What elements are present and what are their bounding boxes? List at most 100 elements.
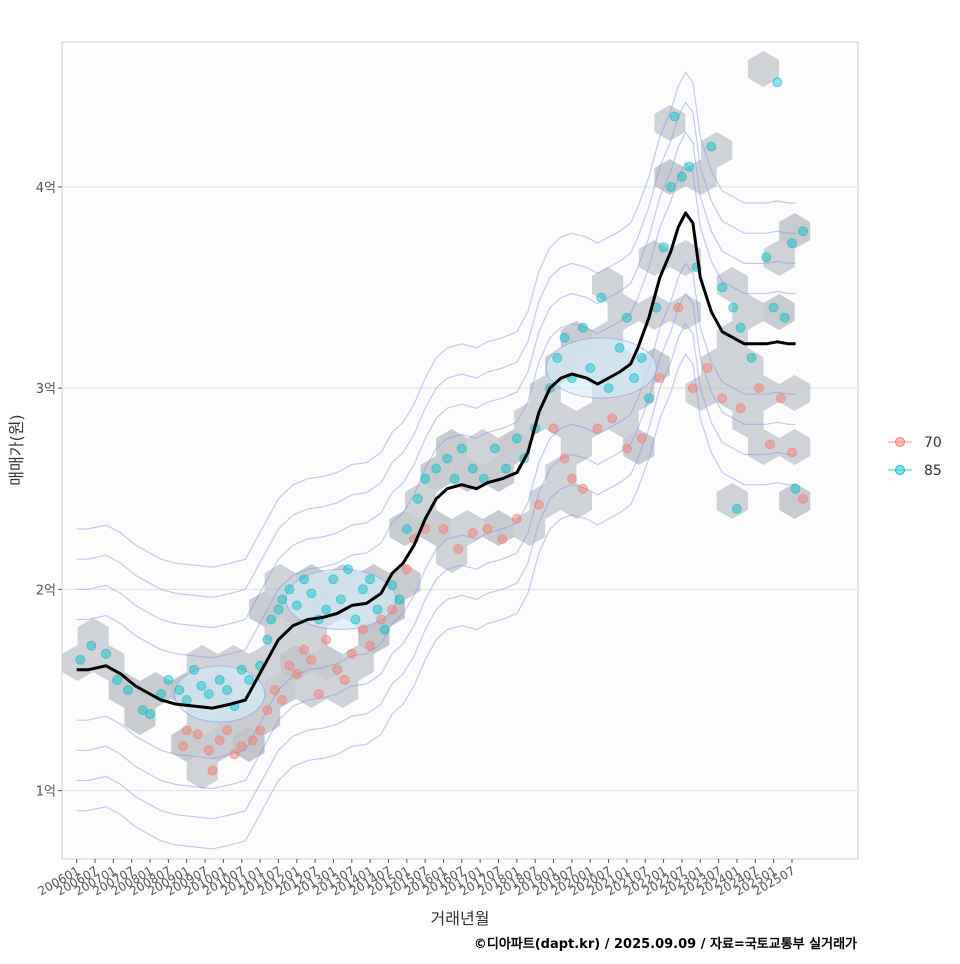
data-point-85 xyxy=(196,680,207,691)
points-layer xyxy=(75,77,808,776)
hexbin-cell xyxy=(436,429,468,465)
hexbin-cell xyxy=(342,645,374,681)
data-point-70 xyxy=(181,725,192,736)
data-point-85 xyxy=(101,648,111,659)
data-point-70 xyxy=(365,640,376,651)
data-point-70 xyxy=(636,433,647,444)
data-point-85 xyxy=(266,614,277,625)
data-point-85 xyxy=(449,473,460,484)
data-point-85 xyxy=(328,574,339,585)
hexbin-cell xyxy=(545,402,577,438)
data-point-85 xyxy=(299,574,310,585)
data-point-85 xyxy=(75,654,86,665)
hexbin-cell xyxy=(264,672,296,708)
data-point-70 xyxy=(702,363,713,373)
data-point-85 xyxy=(779,312,790,323)
hexbin-cell xyxy=(716,321,748,357)
data-point-70 xyxy=(236,741,247,752)
hexbin-cell xyxy=(732,294,764,330)
hexbin-cell xyxy=(139,672,172,708)
hexbin-cell xyxy=(607,402,639,438)
legend-key-85 xyxy=(895,465,905,475)
data-point-85 xyxy=(222,685,233,695)
y-tick-label: 3억 xyxy=(36,382,56,397)
data-point-85 xyxy=(614,342,625,353)
hexbin-cell xyxy=(779,213,811,249)
hexbin-cell xyxy=(732,402,764,438)
data-point-70 xyxy=(577,483,588,494)
data-point-85 xyxy=(412,493,423,504)
data-point-70 xyxy=(222,725,233,736)
data-point-85 xyxy=(379,624,390,635)
hexbin-cell xyxy=(233,726,265,762)
data-point-70 xyxy=(247,735,258,746)
hexbin-cell xyxy=(747,51,780,87)
data-point-85 xyxy=(761,252,772,263)
hexbin-cell xyxy=(467,429,499,465)
data-point-85 xyxy=(467,463,478,474)
data-point-85 xyxy=(350,614,361,625)
hexbin-cell xyxy=(638,240,670,276)
y-tick-label: 1억 xyxy=(36,785,56,800)
hexbin-cell xyxy=(389,564,421,600)
data-point-85 xyxy=(658,242,669,253)
data-point-85 xyxy=(431,463,442,474)
hexbin-cell xyxy=(669,240,702,276)
hexbin-cell xyxy=(436,537,468,573)
density-contour-layer xyxy=(76,71,796,850)
data-point-70 xyxy=(291,668,302,679)
data-point-85 xyxy=(86,640,97,651)
hexbin-cell xyxy=(592,267,624,303)
hexbin-cell xyxy=(576,402,608,438)
x-axis-title: 거래년월 xyxy=(431,909,490,928)
data-point-85 xyxy=(112,674,122,685)
hexbin-cell xyxy=(327,672,359,708)
data-point-70 xyxy=(332,664,343,675)
data-point-70 xyxy=(754,383,764,394)
data-point-85 xyxy=(357,584,368,595)
data-point-85 xyxy=(262,634,273,645)
data-point-70 xyxy=(673,302,684,313)
data-point-85 xyxy=(387,580,398,591)
data-point-85 xyxy=(189,664,200,675)
data-point-85 xyxy=(236,664,247,675)
data-point-70 xyxy=(497,534,508,544)
data-point-70 xyxy=(533,499,544,510)
data-point-70 xyxy=(511,513,522,524)
data-point-70 xyxy=(654,373,665,384)
data-point-85 xyxy=(585,363,596,373)
data-point-85 xyxy=(244,674,255,685)
data-point-85 xyxy=(798,226,808,237)
data-point-70 xyxy=(214,735,225,746)
data-point-70 xyxy=(277,695,288,705)
hexbin-cell xyxy=(545,456,577,492)
hexbin-cell xyxy=(747,429,780,465)
data-point-70 xyxy=(255,725,266,736)
data-point-85 xyxy=(335,594,346,605)
data-point-70 xyxy=(787,447,797,458)
density-contour xyxy=(76,262,796,760)
data-point-85 xyxy=(511,433,522,444)
data-point-70 xyxy=(387,604,398,615)
data-point-85 xyxy=(787,238,797,249)
hexbin-cell xyxy=(311,645,343,681)
data-point-70 xyxy=(284,660,295,671)
hexbin-cell xyxy=(529,483,561,519)
data-point-85 xyxy=(145,709,155,720)
data-point-85 xyxy=(456,443,467,454)
data-point-85 xyxy=(394,594,405,605)
hexbin-cell xyxy=(716,267,748,303)
legend-label: 85 xyxy=(924,463,942,479)
data-point-70 xyxy=(592,423,603,434)
hexbin-cell xyxy=(654,105,686,141)
data-point-70 xyxy=(621,443,632,454)
data-point-70 xyxy=(798,493,808,504)
data-point-70 xyxy=(453,544,464,555)
data-point-70 xyxy=(299,644,310,655)
hexbin-cell xyxy=(420,510,452,546)
data-point-70 xyxy=(306,654,317,665)
data-point-70 xyxy=(717,393,728,404)
data-point-70 xyxy=(229,749,240,760)
legend-key-70 xyxy=(895,437,905,447)
